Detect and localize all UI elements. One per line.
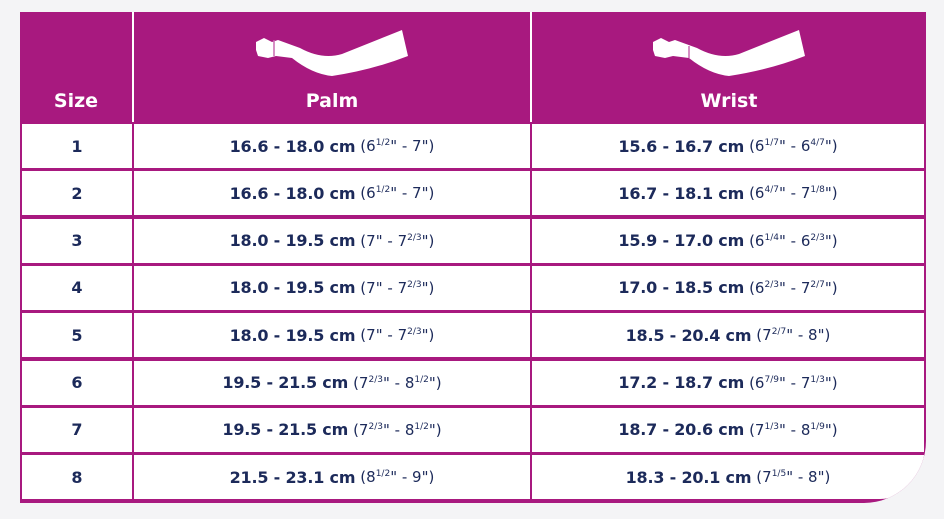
size-chart-table: Size Palm Wrist 1 16.6 - 18.0 cm (61/2" - … — [20, 12, 926, 503]
wrist-cm: 15.6 - 16.7 cm — [618, 136, 745, 156]
wrist-cell: 15.6 - 16.7 cm (61/7" - 64/7") — [532, 124, 924, 168]
size-cell: 4 — [22, 265, 132, 310]
header-size-label: Size — [53, 90, 99, 112]
header-palm: Palm — [134, 12, 530, 122]
palm-cm: 21.5 - 23.1 cm — [229, 467, 356, 487]
wrist-cm: 17.0 - 18.5 cm — [618, 278, 745, 298]
palm-cell: 16.6 - 18.0 cm (61/2" - 7") — [134, 171, 530, 216]
table-row: 2 16.6 - 18.0 cm (61/2" - 7") 16.7 - 18.1 c… — [20, 171, 926, 216]
palm-cell: 18.0 - 19.5 cm (7" - 72/3") — [134, 265, 530, 310]
wrist-inches: (62/3" - 72/7") — [749, 278, 838, 297]
wrist-cm: 15.9 - 17.0 cm — [618, 231, 745, 251]
palm-cell: 18.0 - 19.5 cm (7" - 72/3") — [134, 218, 530, 263]
palm-inches: (7" - 72/3") — [360, 278, 435, 297]
wrist-cell: 18.3 - 20.1 cm (71/5" - 8") — [532, 455, 924, 500]
wrist-cm: 17.2 - 18.7 cm — [618, 373, 745, 392]
palm-cell: 16.6 - 18.0 cm (61/2" - 7") — [134, 124, 530, 168]
wrist-inches: (61/4" - 62/3") — [749, 231, 838, 250]
wrist-inches: (61/7" - 64/7") — [749, 137, 838, 155]
palm-inches: (81/2" - 9") — [360, 468, 435, 487]
palm-cm: 16.6 - 18.0 cm — [229, 136, 356, 156]
palm-cell: 19.5 - 21.5 cm (72/3" - 81/2") — [134, 360, 530, 405]
table-row: 3 18.0 - 19.5 cm (7" - 72/3") 15.9 - 17.0 c… — [20, 218, 926, 263]
palm-cm: 19.5 - 21.5 cm — [222, 420, 349, 440]
palm-cm: 16.6 - 18.0 cm — [229, 183, 356, 203]
header-wrist-label: Wrist — [700, 90, 758, 112]
size-cell: 8 — [22, 455, 132, 500]
divider — [132, 12, 134, 122]
wrist-inches: (72/7" - 8") — [756, 326, 831, 345]
arm-palm-icon — [256, 30, 408, 76]
table-row: 7 19.5 - 21.5 cm (72/3" - 81/2") 18.7 - 20.… — [20, 407, 926, 452]
palm-cm: 19.5 - 21.5 cm — [222, 373, 349, 392]
palm-inches: (61/2" - 7") — [360, 137, 435, 155]
wrist-inches: (71/5" - 8") — [756, 468, 831, 487]
wrist-inches: (67/9" - 71/3") — [749, 373, 838, 392]
size-cell: 5 — [22, 313, 132, 358]
header-palm-label: Palm — [305, 90, 359, 112]
arm-wrist-icon — [653, 30, 805, 76]
wrist-inches: (71/3" - 81/9") — [749, 420, 838, 439]
table-row: 1 16.6 - 18.0 cm (61/2" - 7") 15.6 - 16.7 c… — [20, 124, 926, 168]
size-cell: 3 — [22, 218, 132, 263]
wrist-cell: 18.5 - 20.4 cm (72/7" - 8") — [532, 313, 924, 358]
table-row: 8 21.5 - 23.1 cm (81/2" - 9") 18.3 - 20.1 c… — [20, 455, 926, 500]
size-cell: 2 — [22, 171, 132, 216]
palm-inches: (7" - 72/3") — [360, 231, 435, 250]
size-cell: 7 — [22, 407, 132, 452]
wrist-cell: 17.2 - 18.7 cm (67/9" - 71/3") — [532, 360, 924, 405]
wrist-cell: 18.7 - 20.6 cm (71/3" - 81/9") — [532, 407, 924, 452]
palm-inches: (7" - 72/3") — [360, 326, 435, 345]
wrist-cm: 18.3 - 20.1 cm — [625, 467, 752, 487]
size-cell: 1 — [22, 124, 132, 168]
table-row: 5 18.0 - 19.5 cm (7" - 72/3") 18.5 - 20.4 c… — [20, 313, 926, 358]
divider — [530, 12, 532, 122]
palm-inches: (72/3" - 81/2") — [353, 373, 442, 392]
size-cell: 6 — [22, 360, 132, 405]
palm-cell: 19.5 - 21.5 cm (72/3" - 81/2") — [134, 407, 530, 452]
palm-inches: (61/2" - 7") — [360, 184, 435, 203]
wrist-cm: 16.7 - 18.1 cm — [618, 183, 745, 203]
palm-cm: 18.0 - 19.5 cm — [229, 231, 356, 251]
palm-cm: 18.0 - 19.5 cm — [229, 325, 356, 345]
wrist-inches: (64/7" - 71/8") — [749, 184, 838, 203]
table-row: 6 19.5 - 21.5 cm (72/3" - 81/2") 17.2 - 18.… — [20, 360, 926, 405]
palm-cell: 21.5 - 23.1 cm (81/2" - 9") — [134, 455, 530, 500]
wrist-cm: 18.7 - 20.6 cm — [618, 420, 745, 440]
wrist-cell: 17.0 - 18.5 cm (62/3" - 72/7") — [532, 265, 924, 310]
palm-cm: 18.0 - 19.5 cm — [229, 278, 356, 298]
palm-inches: (72/3" - 81/2") — [353, 420, 442, 439]
header-wrist: Wrist — [532, 12, 926, 122]
wrist-cell: 16.7 - 18.1 cm (64/7" - 71/8") — [532, 171, 924, 216]
wrist-cell: 15.9 - 17.0 cm (61/4" - 62/3") — [532, 218, 924, 263]
table-row: 4 18.0 - 19.5 cm (7" - 72/3") 17.0 - 18.5 c… — [20, 265, 926, 310]
wrist-cm: 18.5 - 20.4 cm — [625, 325, 752, 345]
header-size: Size — [20, 12, 132, 122]
palm-cell: 18.0 - 19.5 cm (7" - 72/3") — [134, 313, 530, 358]
